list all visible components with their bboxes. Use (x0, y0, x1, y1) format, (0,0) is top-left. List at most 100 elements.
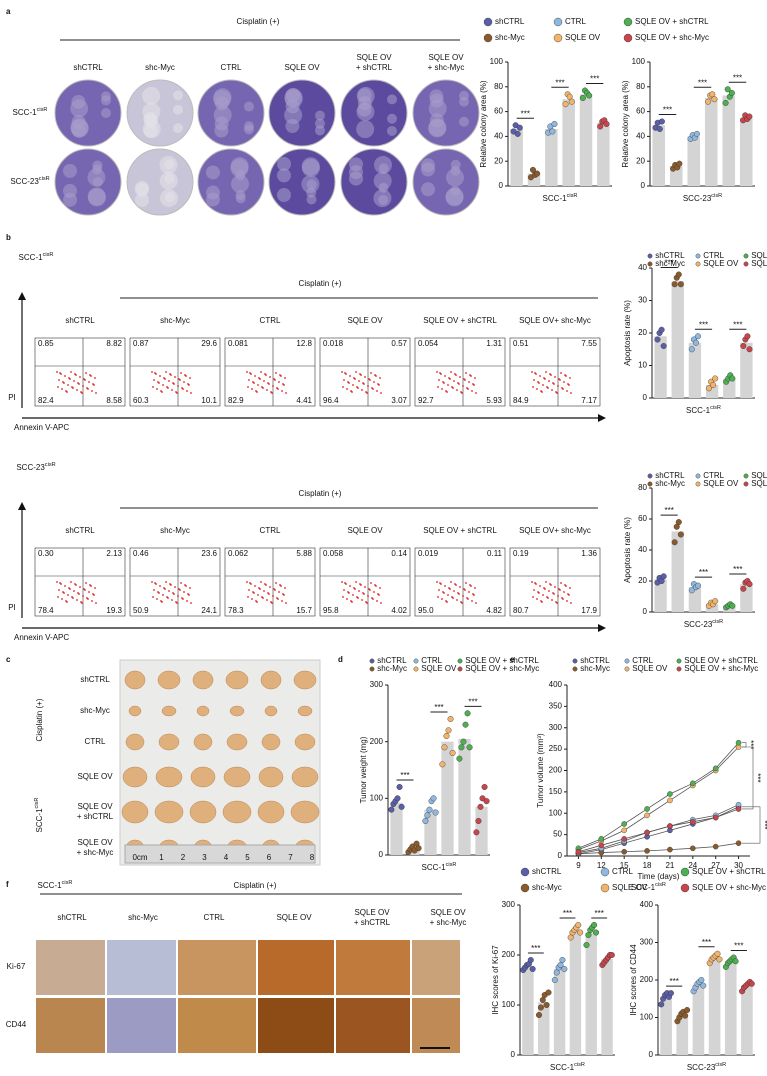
bar (553, 969, 566, 1055)
colony-texture (230, 157, 249, 176)
x-axis-label: SCC-23cisR (687, 1062, 726, 1072)
bar (740, 342, 753, 398)
ruler (124, 844, 316, 864)
x-tick-label: 21 (665, 861, 674, 870)
flow-event (267, 592, 269, 594)
label-main: SCC-1 (35, 808, 44, 833)
column-label: SQLE OV (356, 53, 392, 62)
data-point (539, 997, 546, 1004)
flow-event (79, 376, 81, 378)
flow-event (171, 389, 173, 391)
flow-event (165, 371, 167, 373)
flow-event (353, 587, 355, 589)
cell-line-label: SCC-1cisR (34, 798, 44, 833)
data-point (527, 957, 534, 964)
legend-label: shc-Myc (655, 259, 685, 268)
flow-event (459, 586, 461, 588)
colony-texture (315, 110, 325, 121)
flow-event (270, 391, 272, 393)
flow-event (76, 389, 78, 391)
significance-label: *** (590, 75, 599, 84)
data-point (684, 1007, 691, 1014)
label-sup: cisR (45, 462, 56, 468)
flow-event (153, 379, 155, 381)
flow-event (454, 373, 456, 375)
colony-texture (164, 159, 175, 170)
flow-event (344, 582, 346, 584)
legend-label: SQLE OV + shCTRL (751, 251, 767, 260)
flow-event (350, 600, 352, 602)
flow-event (570, 602, 572, 604)
colony-plate (54, 79, 122, 147)
y-tick-label: 20 (636, 156, 645, 165)
colony-texture (458, 96, 469, 107)
tumor (294, 733, 316, 751)
flow-event (249, 582, 251, 584)
flow-event (537, 591, 539, 593)
flow-event (154, 372, 156, 374)
legend-label: shc-Myc (495, 33, 525, 42)
label-sup: cisR (39, 176, 50, 182)
panel-letter: c (6, 655, 11, 664)
flow-event (365, 391, 367, 393)
data-point (671, 539, 678, 546)
colony-texture (135, 180, 150, 195)
flow-event (463, 378, 465, 380)
bar (705, 604, 719, 612)
legend-marker (676, 666, 682, 672)
ihc-image (107, 940, 176, 995)
tumor (225, 670, 249, 690)
data-point (692, 339, 699, 346)
data-point (426, 806, 433, 813)
data-point (682, 1012, 689, 1019)
y-axis-label: IHC scores of Ki-67 (491, 945, 500, 1015)
flow-event (275, 372, 277, 374)
legend-label: shc-Myc (655, 479, 685, 488)
colony-texture (429, 89, 444, 104)
data-point (479, 795, 486, 802)
flow-event (471, 390, 473, 392)
flow-event (462, 385, 464, 387)
tumor (226, 733, 248, 751)
flow-event (171, 599, 173, 601)
label-main: SCC-23 (684, 620, 713, 629)
flow-event (346, 598, 348, 600)
flow-event (353, 377, 355, 379)
data-point (551, 977, 558, 984)
y-axis-label: Apoptosis rate (%) (623, 517, 632, 583)
flow-event (349, 375, 351, 377)
data-point (675, 271, 682, 278)
flow-event (62, 381, 64, 383)
y-tick-label: 20 (638, 576, 647, 585)
flow-event (380, 602, 382, 604)
significance-label: *** (434, 703, 443, 712)
data-point (483, 798, 490, 805)
quadrant-value: 4.41 (296, 396, 312, 405)
flow-event (157, 381, 159, 383)
flow-event (468, 381, 470, 383)
flow-event (62, 591, 64, 593)
tumor (223, 766, 251, 788)
flow-event (65, 600, 67, 602)
flow-event (549, 583, 551, 585)
flow-event (466, 597, 468, 599)
legend-label: SQLE OV + shCTRL (684, 656, 758, 665)
legend-marker (743, 253, 749, 259)
data-point (593, 929, 600, 936)
y-tick-label: 300 (640, 938, 654, 947)
colony-texture (421, 158, 436, 173)
flow-plot (224, 337, 316, 407)
axis-label: Annexin V-APC (14, 423, 69, 432)
bar (562, 99, 575, 186)
data-point (551, 120, 558, 127)
arrow-head (18, 502, 26, 510)
flow-event (82, 385, 84, 387)
flow-event (554, 376, 556, 378)
flow-event (358, 590, 360, 592)
flow-event (442, 591, 444, 593)
flow-plot (129, 337, 221, 407)
ruler-label: 4 (224, 853, 229, 862)
axis-label: Annexin V-APC (14, 633, 69, 642)
quadrant-value: 8.82 (106, 339, 122, 348)
x-axis-label: SCC-1cisR (422, 862, 457, 872)
